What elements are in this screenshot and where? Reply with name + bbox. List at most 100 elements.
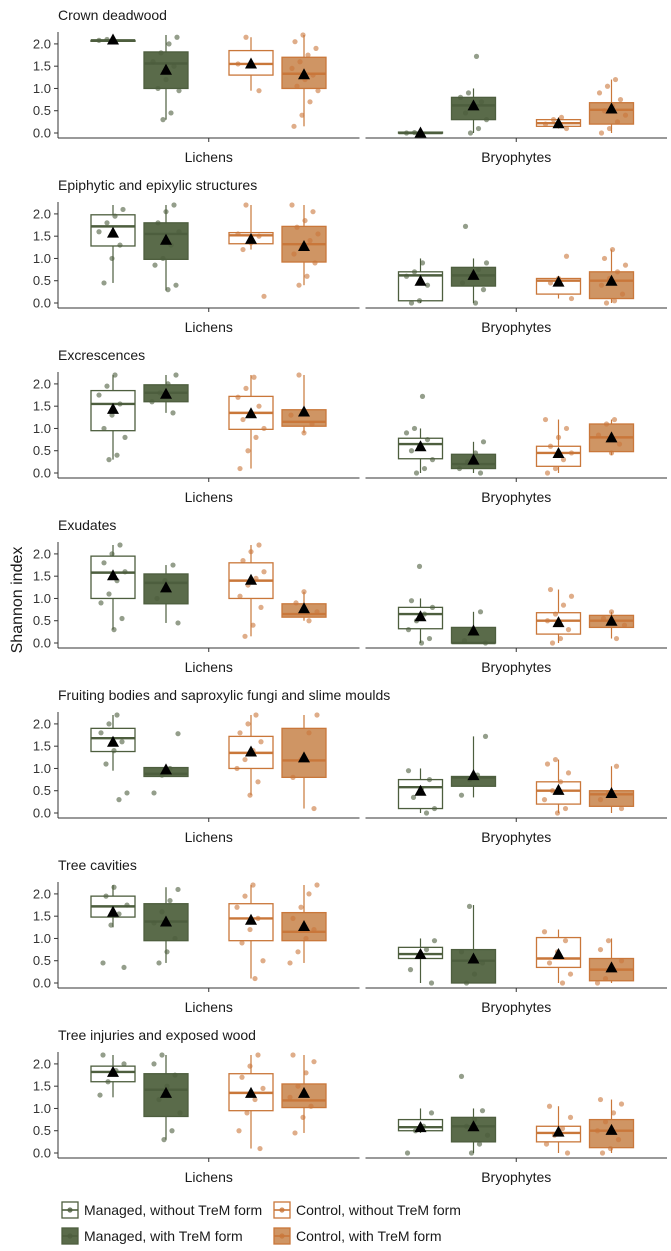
panel: Crown deadwood 0.0 0.5 1.0 1.5 2.0 Lichens Bryo… [33, 7, 667, 165]
data-point [558, 114, 565, 121]
data-point [245, 721, 251, 727]
y-tick-label: 1.5 [33, 909, 51, 924]
group-label: Bryophytes [481, 999, 551, 1015]
y-tick-label: 1.0 [33, 251, 51, 266]
data-point [483, 260, 490, 266]
mean-marker [467, 268, 480, 280]
data-point [482, 640, 489, 646]
data-point [290, 774, 296, 780]
panel: Exudates 0.0 0.5 1.0 1.5 2.0 Lichens Bryophytes [33, 517, 667, 675]
y-tick-label: 1.0 [33, 591, 51, 606]
data-point [177, 1110, 183, 1116]
data-point [603, 421, 610, 427]
data-point [426, 635, 433, 642]
legend-item: Managed, with TreM form [61, 1227, 243, 1245]
legend-item: Managed, without TreM form [61, 1201, 262, 1219]
data-point [160, 117, 166, 123]
y-tick-label: 0.5 [33, 1123, 51, 1138]
data-point [155, 220, 161, 226]
data-point [563, 253, 570, 259]
mean-marker [605, 102, 618, 114]
data-point [601, 255, 608, 262]
panel-title: Tree cavities [58, 857, 137, 873]
y-tick-label: 1.0 [33, 761, 51, 776]
data-point [618, 805, 625, 812]
data-point [164, 949, 170, 955]
panel: Excrescences 0.0 0.5 1.0 1.5 2.0 Lichens Bryoph… [33, 347, 667, 505]
data-point [240, 416, 246, 423]
data-point [260, 1085, 266, 1092]
data-point [119, 739, 125, 745]
data-point [463, 980, 470, 986]
data-point [292, 1130, 298, 1136]
data-point [407, 967, 414, 973]
data-point [562, 805, 569, 812]
data-point [171, 63, 177, 69]
data-point [308, 1103, 314, 1109]
data-point [306, 730, 312, 736]
data-point [468, 1150, 475, 1156]
mean-marker [160, 581, 172, 593]
y-tick-label: 0.0 [33, 126, 51, 141]
box [535, 1103, 582, 1156]
data-point [96, 392, 102, 398]
mean-marker [245, 573, 257, 585]
group-label: Lichens [185, 659, 233, 675]
data-point [152, 262, 158, 268]
data-point [554, 810, 561, 816]
data-point [116, 797, 122, 803]
box [228, 34, 274, 94]
data-point [426, 776, 433, 783]
data-point [471, 1116, 478, 1123]
data-point [175, 620, 181, 626]
data-point [462, 223, 469, 229]
data-point [303, 1070, 309, 1076]
legend-item: Control, without TreM form [273, 1201, 461, 1219]
mean-marker [552, 117, 565, 129]
data-point [251, 374, 257, 380]
data-point [431, 805, 438, 812]
box [143, 372, 189, 416]
data-point [547, 280, 554, 286]
data-point [154, 595, 160, 602]
mean-marker [605, 786, 618, 798]
box [397, 258, 444, 306]
data-point [242, 893, 248, 899]
data-point [613, 763, 620, 769]
data-point [423, 810, 430, 816]
data-point [311, 926, 317, 933]
data-point [101, 280, 107, 286]
data-point [594, 980, 601, 986]
data-point [109, 255, 115, 262]
data-point [479, 1108, 486, 1114]
box [143, 202, 189, 293]
data-point [612, 76, 619, 83]
box [535, 416, 582, 476]
data-point [472, 300, 479, 306]
data-point [245, 448, 251, 454]
legend-key-point [279, 1207, 285, 1213]
box [535, 929, 582, 986]
data-point [106, 457, 112, 463]
data-point [174, 34, 180, 40]
data-point [619, 291, 626, 297]
box [143, 731, 189, 796]
data-point [96, 37, 102, 43]
mean-marker [245, 57, 257, 69]
data-point [479, 960, 486, 966]
data-point [547, 586, 554, 593]
data-point [614, 119, 621, 125]
data-point [608, 450, 615, 456]
data-point [237, 730, 243, 736]
data-point [306, 618, 312, 624]
data-point [471, 971, 478, 977]
data-point [473, 53, 480, 59]
box [450, 223, 497, 306]
data-point [292, 39, 298, 45]
mean-marker [605, 274, 618, 286]
data-point [149, 399, 155, 405]
data-point [248, 549, 254, 555]
data-point [289, 65, 295, 72]
legend: Managed, without TreM form Control, witho… [61, 1201, 461, 1245]
data-point [595, 432, 602, 438]
